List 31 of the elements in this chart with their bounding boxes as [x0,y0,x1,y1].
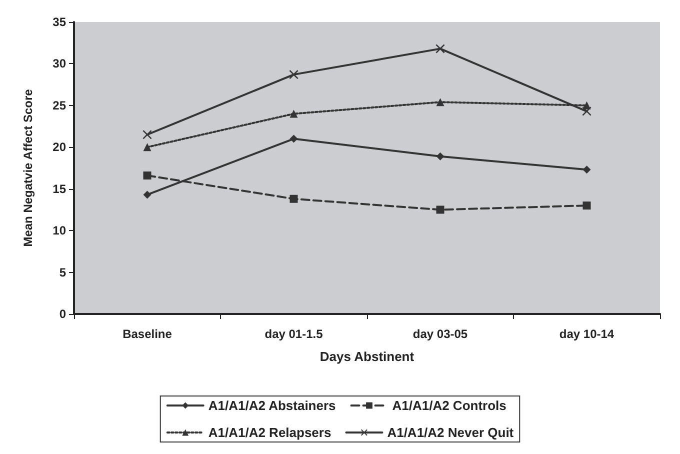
legend-label: A1/A1/A2 Relapsers [208,425,332,440]
x-axis-title: Days Abstinent [320,349,415,364]
legend-label: A1/A1/A2 Controls [392,398,506,413]
x-tick-label: Baseline [122,327,172,341]
point [289,70,298,80]
x-tick-label: day 03-05 [412,327,468,341]
legend-label: A1/A1/A2 Never Quit [387,425,514,440]
point [290,134,298,143]
point [582,166,591,174]
point [582,202,591,210]
point [290,110,298,118]
point [143,143,152,152]
x-tick-label: day 10-14 [559,327,614,341]
point [142,130,152,140]
legend-label: A1/A1/A2 Abstainers [208,398,336,413]
point [290,194,298,203]
y-tick-label: 0 [59,307,66,321]
y-tick-label: 15 [52,182,66,196]
y-tick-label: 10 [52,224,66,238]
point [143,190,152,199]
point [436,98,444,106]
x-tick-label: day 01-1.5 [264,327,324,341]
y-tick-label: 35 [52,15,66,29]
y-axis-title: Mean Negatvie Affect Score [21,88,35,247]
point [143,172,152,180]
y-tick-label: 5 [59,265,66,280]
point [436,206,444,214]
y-tick-label: 20 [52,140,66,154]
y-tick-label: 30 [52,56,66,71]
y-tick-label: 25 [52,98,66,112]
point [436,152,444,160]
